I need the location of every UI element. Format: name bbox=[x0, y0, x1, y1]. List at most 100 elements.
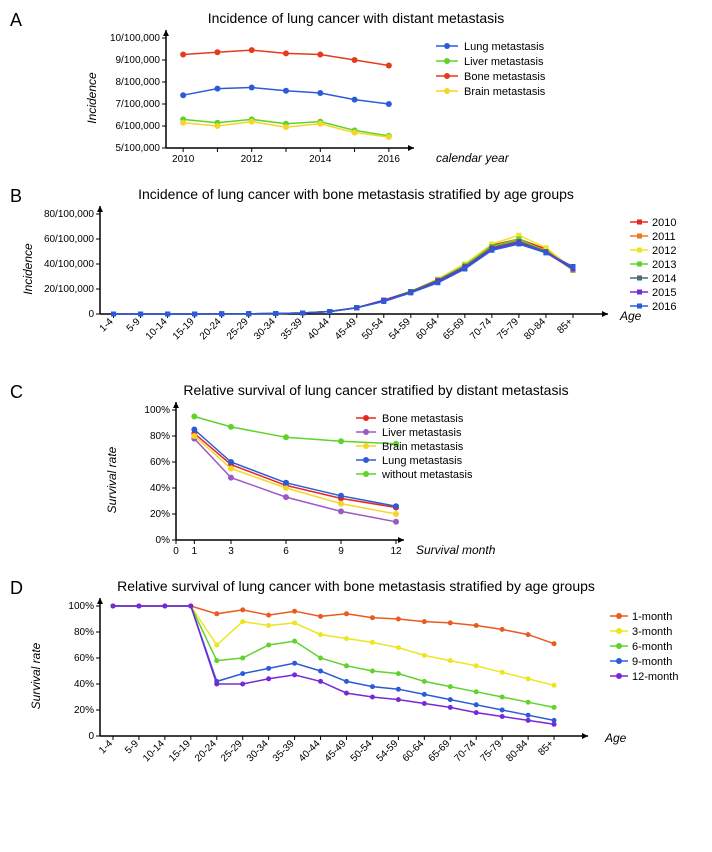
svg-text:Incidence: Incidence bbox=[21, 243, 35, 295]
svg-text:65-69: 65-69 bbox=[441, 316, 467, 342]
svg-text:20%: 20% bbox=[150, 509, 170, 520]
svg-text:10-14: 10-14 bbox=[141, 738, 167, 764]
svg-text:15-19: 15-19 bbox=[171, 316, 197, 342]
svg-text:6-month: 6-month bbox=[632, 641, 672, 653]
chart-a: 5/100,000 6/100,000 7/100,000 8/100,000 9/10… bbox=[76, 28, 636, 178]
svg-text:8/100,000: 8/100,000 bbox=[116, 77, 161, 88]
svg-text:20/100,000: 20/100,000 bbox=[44, 284, 94, 295]
svg-text:20-24: 20-24 bbox=[193, 738, 219, 764]
svg-text:12: 12 bbox=[390, 546, 402, 557]
panel-b-label: B bbox=[10, 186, 22, 207]
svg-text:Lung metastasis: Lung metastasis bbox=[382, 455, 463, 467]
panel-a: A Incidence of lung cancer with distant … bbox=[10, 10, 702, 178]
svg-text:Survival rate: Survival rate bbox=[29, 642, 43, 709]
panel-b-title: Incidence of lung cancer with bone metas… bbox=[10, 186, 702, 202]
svg-text:5/100,000: 5/100,000 bbox=[116, 143, 161, 154]
svg-text:2016: 2016 bbox=[652, 301, 676, 313]
svg-text:Incidence: Incidence bbox=[85, 72, 99, 124]
svg-text:0: 0 bbox=[88, 731, 94, 742]
svg-text:Survival rate: Survival rate bbox=[105, 446, 119, 513]
svg-text:Liver metastasis: Liver metastasis bbox=[464, 56, 544, 68]
svg-text:40%: 40% bbox=[150, 483, 170, 494]
svg-text:45-49: 45-49 bbox=[333, 316, 359, 342]
chart-b: 0 20/100,000 40/100,000 60/100,000 80/100,00… bbox=[10, 204, 702, 374]
svg-text:60%: 60% bbox=[150, 457, 170, 468]
svg-text:80%: 80% bbox=[74, 627, 94, 638]
svg-text:Bone metastasis: Bone metastasis bbox=[382, 413, 464, 425]
svg-text:0: 0 bbox=[88, 309, 94, 320]
svg-text:10/100,000: 10/100,000 bbox=[110, 33, 160, 44]
panel-a-title: Incidence of lung cancer with distant me… bbox=[10, 10, 702, 26]
svg-text:54-59: 54-59 bbox=[387, 316, 413, 342]
svg-text:30-34: 30-34 bbox=[252, 316, 278, 342]
svg-text:2012: 2012 bbox=[241, 154, 264, 165]
svg-text:40/100,000: 40/100,000 bbox=[44, 259, 94, 270]
svg-text:Liver metastasis: Liver metastasis bbox=[382, 427, 462, 439]
svg-text:20-24: 20-24 bbox=[198, 316, 224, 342]
svg-text:2014: 2014 bbox=[309, 154, 332, 165]
svg-text:Brain metastasis: Brain metastasis bbox=[382, 441, 464, 453]
chart-d: 020%40%60%80%100%1-45-910-1415-1920-2425… bbox=[10, 596, 702, 796]
svg-text:2012: 2012 bbox=[652, 245, 676, 257]
svg-text:60-64: 60-64 bbox=[414, 316, 440, 342]
svg-text:50-54: 50-54 bbox=[349, 738, 375, 764]
svg-text:1: 1 bbox=[192, 546, 198, 557]
svg-text:75-79: 75-79 bbox=[495, 316, 521, 342]
svg-text:65-69: 65-69 bbox=[427, 738, 453, 764]
svg-text:50-54: 50-54 bbox=[360, 316, 386, 342]
svg-text:1-4: 1-4 bbox=[98, 316, 116, 334]
svg-text:9: 9 bbox=[338, 546, 344, 557]
svg-text:Age: Age bbox=[619, 309, 642, 323]
svg-text:54-59: 54-59 bbox=[375, 738, 401, 764]
svg-text:25-29: 25-29 bbox=[225, 316, 251, 342]
svg-text:80-84: 80-84 bbox=[504, 738, 530, 764]
svg-text:Lung metastasis: Lung metastasis bbox=[464, 41, 545, 53]
panel-c-title: Relative survival of lung cancer stratif… bbox=[10, 382, 702, 398]
svg-text:5-9: 5-9 bbox=[125, 316, 143, 334]
svg-text:0: 0 bbox=[173, 546, 179, 557]
panel-d: D Relative survival of lung cancer with … bbox=[10, 578, 702, 796]
svg-text:35-39: 35-39 bbox=[279, 316, 305, 342]
panel-c: C Relative survival of lung cancer strat… bbox=[10, 382, 702, 570]
svg-text:10-14: 10-14 bbox=[144, 316, 170, 342]
svg-text:15-19: 15-19 bbox=[167, 738, 193, 764]
panel-c-label: C bbox=[10, 382, 23, 403]
svg-text:35-39: 35-39 bbox=[271, 738, 297, 764]
svg-text:2014: 2014 bbox=[652, 273, 676, 285]
svg-text:60%: 60% bbox=[74, 653, 94, 664]
svg-text:5-9: 5-9 bbox=[123, 738, 141, 756]
svg-text:70-74: 70-74 bbox=[452, 738, 478, 764]
svg-text:6/100,000: 6/100,000 bbox=[116, 121, 161, 132]
svg-text:45-49: 45-49 bbox=[323, 738, 349, 764]
svg-text:40%: 40% bbox=[74, 679, 94, 690]
svg-text:2011: 2011 bbox=[652, 231, 676, 243]
svg-text:6: 6 bbox=[283, 546, 289, 557]
svg-text:7/100,000: 7/100,000 bbox=[116, 99, 161, 110]
panel-d-title: Relative survival of lung cancer with bo… bbox=[10, 578, 702, 594]
svg-text:85+: 85+ bbox=[555, 316, 575, 336]
svg-text:2013: 2013 bbox=[652, 259, 676, 271]
svg-text:0%: 0% bbox=[156, 535, 171, 546]
svg-text:75-79: 75-79 bbox=[478, 738, 504, 764]
svg-text:3: 3 bbox=[228, 546, 234, 557]
svg-text:2015: 2015 bbox=[652, 287, 676, 299]
svg-text:60-64: 60-64 bbox=[401, 738, 427, 764]
svg-text:80/100,000: 80/100,000 bbox=[44, 209, 94, 220]
panel-d-label: D bbox=[10, 578, 23, 599]
svg-text:80%: 80% bbox=[150, 431, 170, 442]
svg-text:30-34: 30-34 bbox=[245, 738, 271, 764]
svg-text:Bone metastasis: Bone metastasis bbox=[464, 71, 546, 83]
panel-b: B Incidence of lung cancer with bone met… bbox=[10, 186, 702, 374]
svg-text:9/100,000: 9/100,000 bbox=[116, 55, 161, 66]
svg-text:85+: 85+ bbox=[536, 738, 556, 758]
svg-text:without metastasis: without metastasis bbox=[381, 469, 473, 481]
svg-text:70-74: 70-74 bbox=[468, 316, 494, 342]
svg-text:2010: 2010 bbox=[652, 217, 676, 229]
svg-text:calendar year: calendar year bbox=[436, 151, 510, 165]
svg-text:100%: 100% bbox=[144, 405, 170, 416]
chart-c: 0%20%40%60%80%100%0136912Survival rateSu… bbox=[76, 400, 636, 570]
svg-text:40-44: 40-44 bbox=[297, 738, 323, 764]
svg-text:9-month: 9-month bbox=[632, 656, 672, 668]
svg-text:Brain metastasis: Brain metastasis bbox=[464, 86, 546, 98]
svg-text:60/100,000: 60/100,000 bbox=[44, 234, 94, 245]
